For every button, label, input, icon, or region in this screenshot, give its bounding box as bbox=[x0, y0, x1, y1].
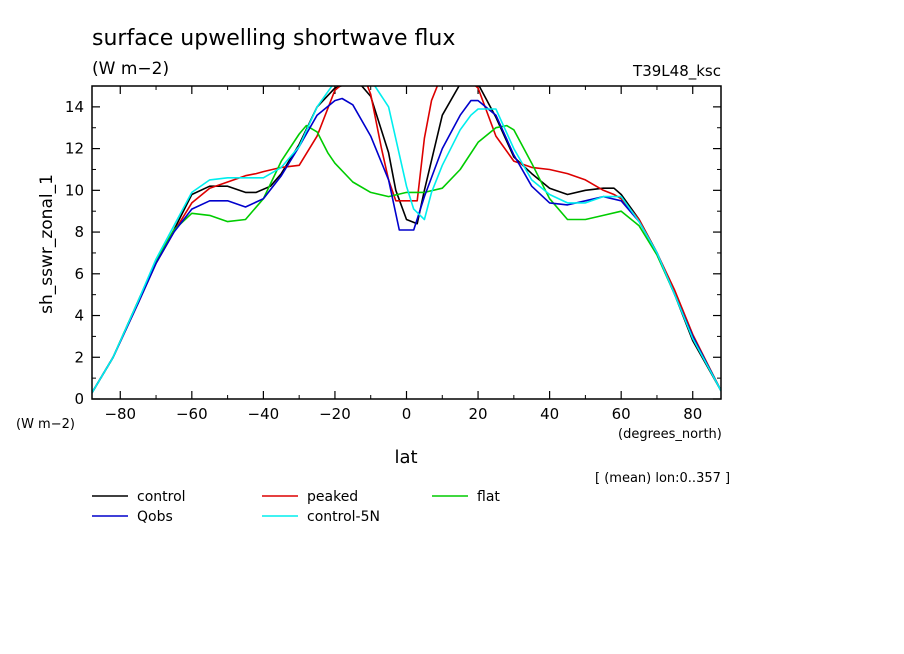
y-axis-units: (W m−2) bbox=[16, 417, 75, 432]
series-line-control-5n bbox=[92, 86, 721, 394]
x-tick-label: −40 bbox=[248, 405, 280, 423]
y-tick-label: 14 bbox=[65, 98, 84, 116]
legend-label: peaked bbox=[307, 489, 358, 505]
y-tick-label: 6 bbox=[74, 265, 84, 283]
plot-frame bbox=[91, 85, 722, 400]
y-tick-label: 12 bbox=[65, 140, 84, 158]
chart-title: surface upwelling shortwave flux bbox=[92, 26, 455, 51]
legend-label: control-5N bbox=[307, 509, 380, 525]
x-tick-label: 60 bbox=[612, 405, 631, 423]
footnote: [ (mean) lon:0..357 ] bbox=[595, 471, 730, 486]
x-axis-label: lat bbox=[394, 447, 417, 468]
x-tick-label: −60 bbox=[176, 405, 208, 423]
series-line-qobs bbox=[92, 97, 721, 394]
x-tick-label: −20 bbox=[319, 405, 351, 423]
legend-label: Qobs bbox=[137, 509, 173, 525]
x-tick-label: 20 bbox=[469, 405, 488, 423]
y-tick-label: 4 bbox=[74, 307, 84, 325]
y-tick-label: 0 bbox=[74, 390, 84, 408]
x-axis-units: (degrees_north) bbox=[618, 427, 722, 442]
legend-label: control bbox=[137, 489, 186, 505]
y-axis-label: sh_sswr_zonal_1 bbox=[37, 174, 57, 314]
series-line-control bbox=[92, 86, 721, 394]
axis-ticks: −80 −60 −40 −20 0 20 40 60 80 0 2 4 6 8 10 12 14 bbox=[65, 85, 721, 423]
plot-lines bbox=[92, 86, 721, 394]
y-tick-label: 2 bbox=[74, 348, 84, 366]
y-tick-label: 10 bbox=[65, 181, 84, 199]
series-line-peaked bbox=[92, 86, 721, 394]
legend: control peaked flat Qobs control-5N bbox=[92, 489, 500, 525]
series-line-flat bbox=[92, 124, 721, 394]
x-tick-label: 80 bbox=[683, 405, 702, 423]
x-tick-label: −80 bbox=[104, 405, 136, 423]
run-label: T39L48_ksc bbox=[632, 62, 721, 81]
legend-label: flat bbox=[477, 489, 500, 505]
y-tick-label: 8 bbox=[74, 223, 84, 241]
x-tick-label: 0 bbox=[402, 405, 412, 423]
chart-subtitle: (W m−2) bbox=[92, 59, 169, 79]
x-tick-label: 40 bbox=[540, 405, 559, 423]
